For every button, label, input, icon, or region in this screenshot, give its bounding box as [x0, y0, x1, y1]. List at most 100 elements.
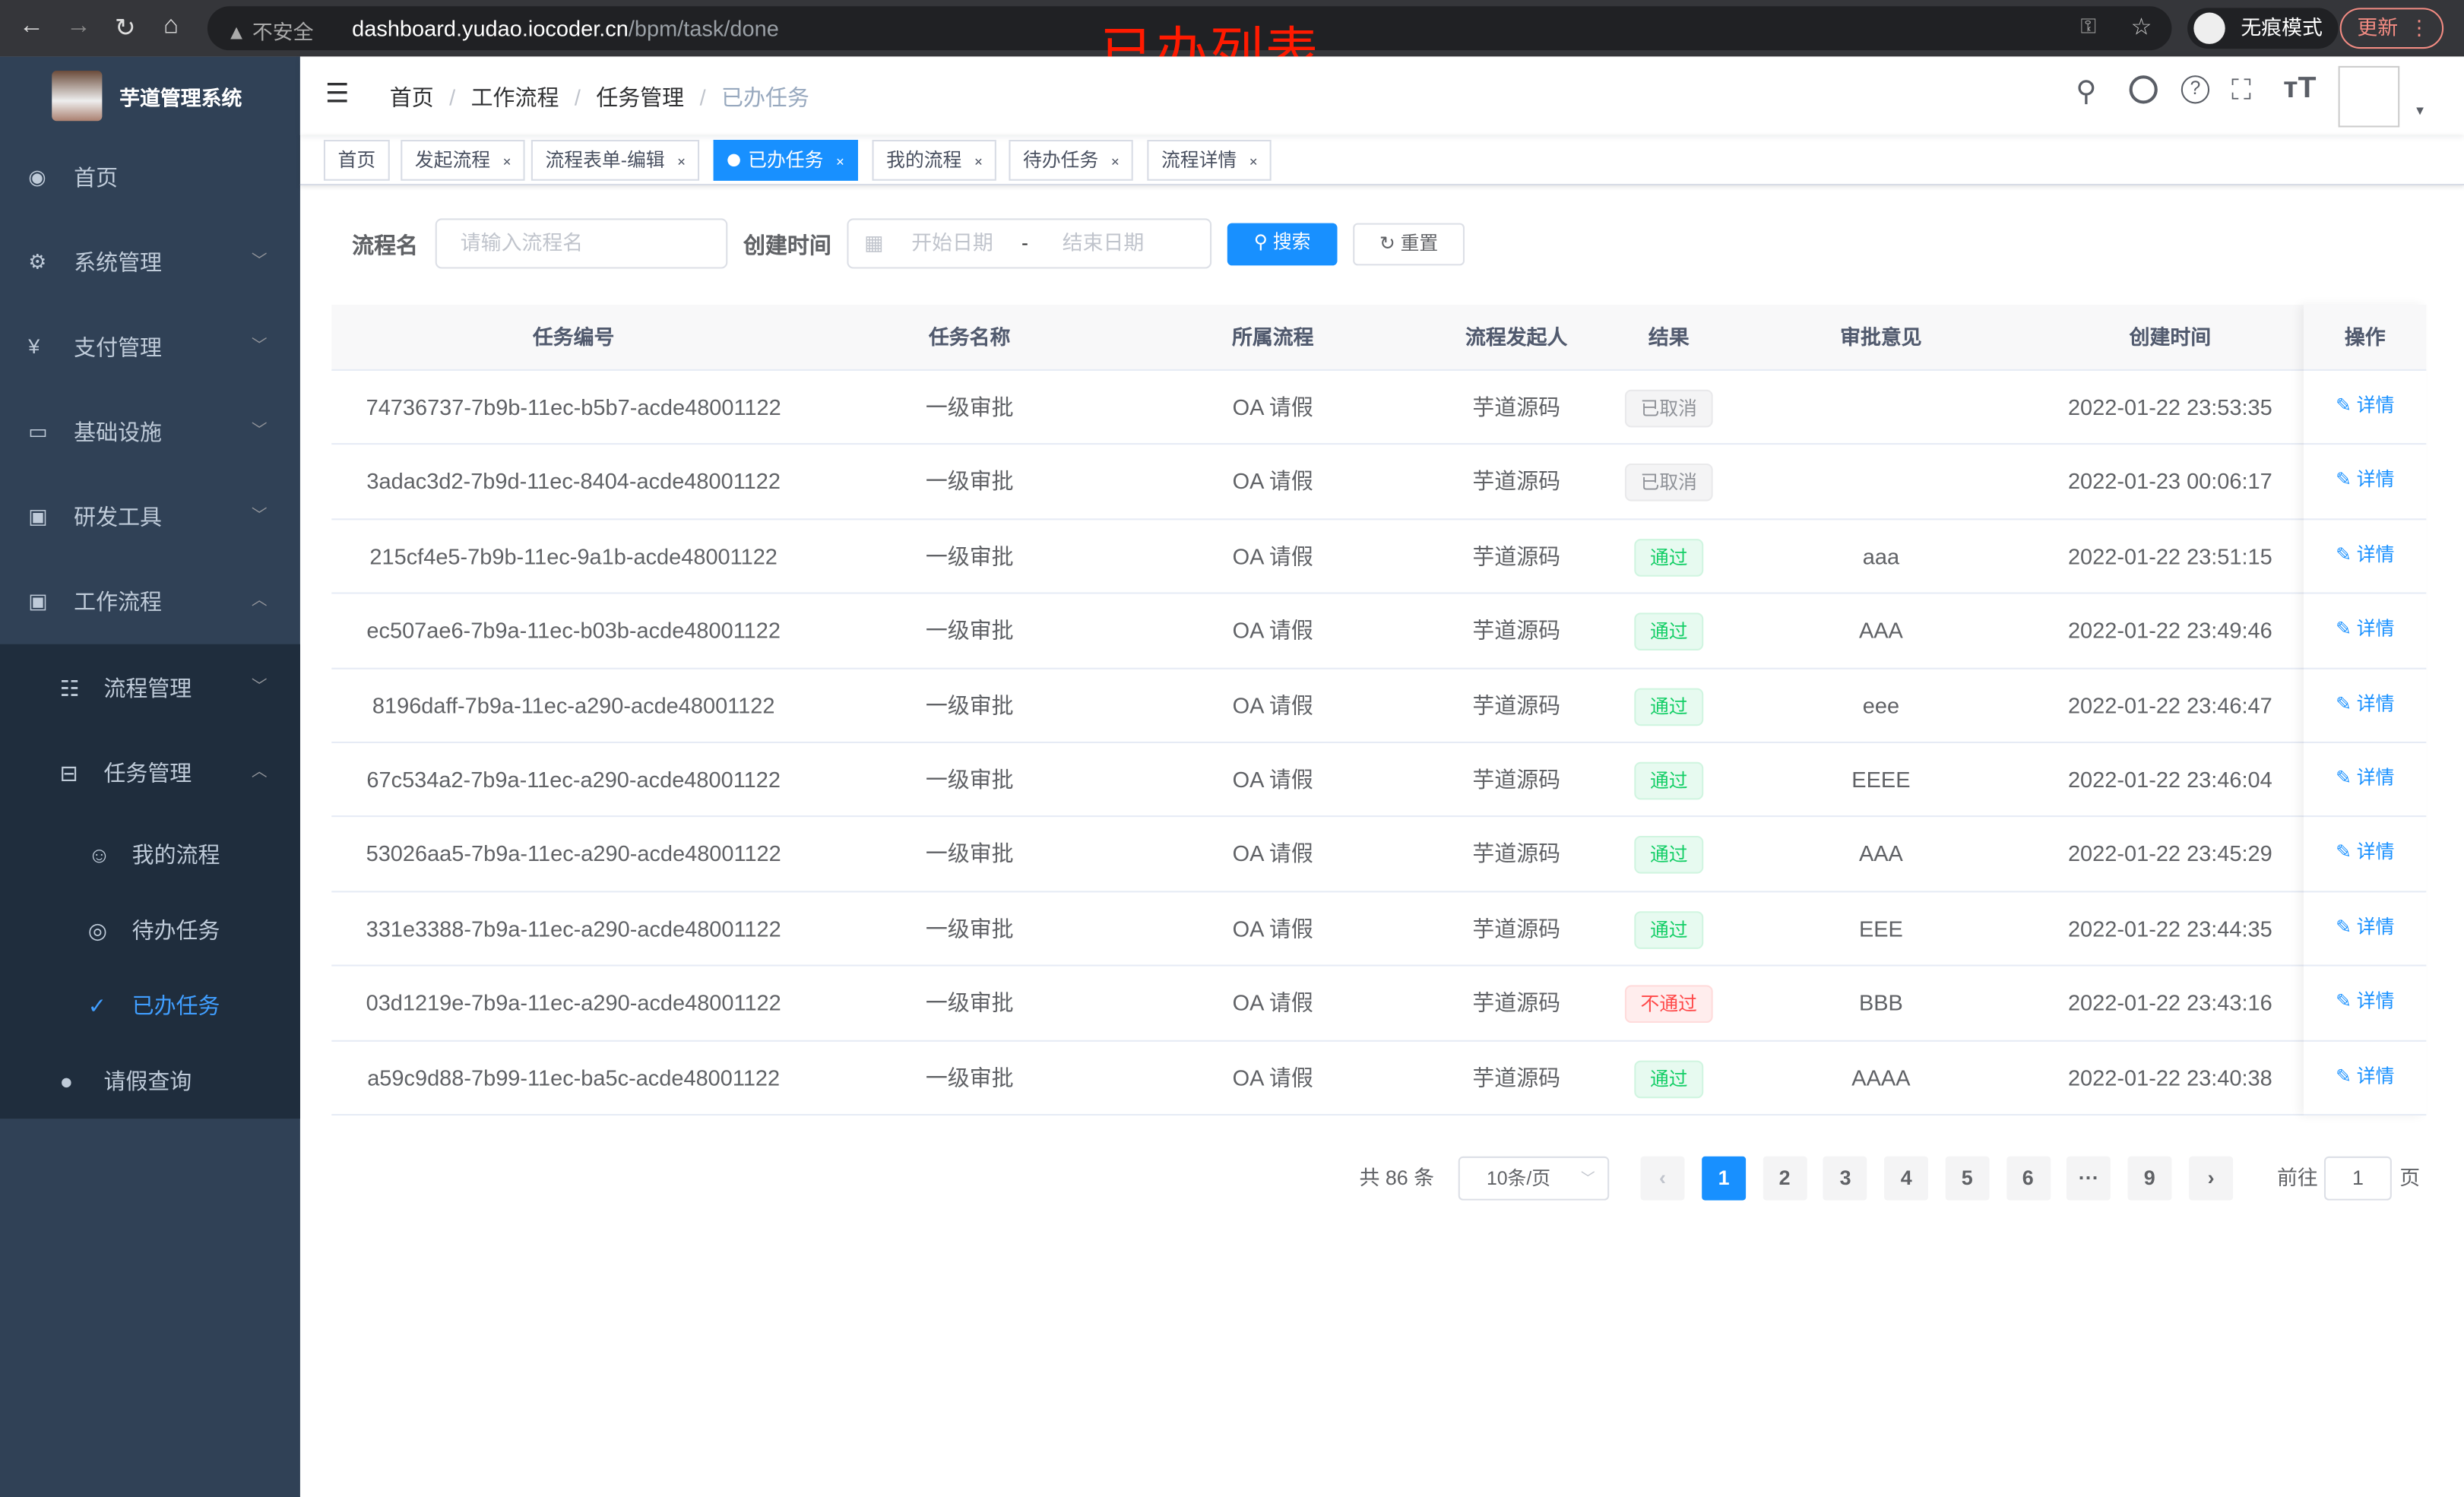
close-icon[interactable]: ×	[1110, 153, 1120, 170]
sidebar-item[interactable]: ▣ 工作流程 ︿	[0, 559, 300, 644]
sidebar-item[interactable]: ◉ 首页	[0, 135, 300, 220]
hamburger-icon[interactable]: ☰	[325, 78, 350, 109]
page-button[interactable]: 2	[1762, 1156, 1807, 1201]
process-name-input[interactable]: 请输入流程名	[435, 218, 728, 269]
sidebar-item[interactable]: ▣ 研发工具 ﹀	[0, 474, 300, 559]
star-icon[interactable]: ☆	[2130, 14, 2152, 41]
update-button[interactable]: 更新 ⋮	[2339, 8, 2444, 49]
edit-icon: ✎	[2336, 468, 2357, 491]
help-icon[interactable]: ?	[2181, 75, 2210, 104]
detail-button[interactable]: ✎ 详情	[2302, 445, 2428, 516]
goto-unit: 页	[2399, 1166, 2421, 1190]
warning-icon: ▲	[226, 20, 252, 44]
page-button[interactable]: 3	[1823, 1156, 1868, 1201]
tag-item[interactable]: 流程表单-编辑 ×	[530, 140, 700, 181]
detail-button[interactable]: ✎ 详情	[2302, 1041, 2428, 1112]
breadcrumb-item[interactable]: 任务管理	[596, 84, 685, 110]
search-icon[interactable]: ⚲	[2076, 75, 2097, 107]
close-icon[interactable]: ×	[1249, 153, 1258, 170]
page-button[interactable]: 4	[1884, 1156, 1929, 1201]
reset-button[interactable]: ↻ 重置	[1353, 223, 1465, 266]
page-size-select[interactable]: 10条/页 ﹀	[1458, 1156, 1610, 1201]
start-date-input[interactable]: 开始日期	[911, 230, 993, 255]
table-cell: 2022-01-22 23:40:38	[2067, 1064, 2272, 1090]
detail-button[interactable]: ✎ 详情	[2302, 818, 2428, 888]
column-header: 操作	[2344, 324, 2386, 350]
tag-item[interactable]: 首页	[323, 140, 390, 181]
page-button[interactable]: 9	[2127, 1156, 2172, 1201]
reload-icon[interactable]: ↻	[114, 15, 136, 43]
sidebar-item[interactable]: ¥ 支付管理 ﹀	[0, 305, 300, 390]
table-cell: 芋道源码	[1472, 840, 1561, 867]
close-icon[interactable]: ×	[974, 153, 983, 170]
submenu-item[interactable]: ☺ 我的流程	[0, 817, 300, 892]
submenu-item-label: 请假查询	[103, 1068, 192, 1094]
table-cell: OA 请假	[1232, 617, 1313, 644]
detail-button[interactable]: ✎ 详情	[2302, 743, 2428, 814]
goto-page-input[interactable]: 1	[2323, 1156, 2392, 1201]
more-icon[interactable]: ⋮	[2409, 15, 2430, 40]
table-row: 215cf4e5-7b9b-11ec-9a1b-acde48001122 一级审批…	[331, 520, 2428, 594]
table-cell: AAA	[1858, 840, 1903, 867]
result-badge: 通过	[1634, 612, 1704, 651]
fullscreen-icon[interactable]: ⛶	[2231, 74, 2252, 106]
submenu-item[interactable]: ✓ 已办任务	[0, 968, 300, 1043]
home-icon[interactable]: ⌂	[163, 12, 179, 40]
breadcrumb: 首页 / 工作流程 / 任务管理 / 已办任务	[390, 82, 809, 113]
result-badge: 不通过	[1624, 985, 1713, 1024]
incognito-badge[interactable]: 无痕模式	[2187, 8, 2339, 49]
update-label: 更新	[2357, 15, 2399, 40]
submenu-item[interactable]: ☷ 流程管理 ﹀	[0, 650, 300, 726]
submenu-item[interactable]: ● 请假查询	[0, 1043, 300, 1119]
tag-item[interactable]: 我的流程 ×	[872, 140, 997, 181]
table-cell: 2022-01-22 23:49:46	[2067, 617, 2272, 644]
breadcrumb-item[interactable]: 首页	[389, 84, 434, 110]
detail-button[interactable]: ✎ 详情	[2302, 594, 2428, 665]
detail-button[interactable]: ✎ 详情	[2302, 520, 2428, 590]
close-icon[interactable]: ×	[677, 153, 686, 170]
tag-label: 首页	[337, 149, 376, 172]
prev-page-button[interactable]: ‹	[1640, 1156, 1685, 1201]
next-page-button[interactable]: ›	[2189, 1156, 2234, 1201]
tag-item[interactable]: 待办任务 ×	[1009, 140, 1134, 181]
detail-button[interactable]: ✎ 详情	[2302, 892, 2428, 963]
font-size-icon[interactable]: ᴛT	[2283, 72, 2317, 106]
page-button[interactable]: ···	[2067, 1156, 2111, 1201]
tag-item[interactable]: 流程详情 ×	[1147, 140, 1272, 181]
sidebar-item[interactable]: ⚙ 系统管理 ﹀	[0, 220, 300, 305]
detail-button[interactable]: ✎ 详情	[2302, 669, 2428, 739]
github-icon[interactable]	[2129, 75, 2158, 104]
toolbox-icon: ▣	[28, 589, 48, 613]
sidebar-item-label: 系统管理	[74, 249, 162, 275]
back-icon[interactable]: ←	[18, 12, 44, 40]
key-icon[interactable]: ⚿	[2080, 14, 2096, 38]
end-date-input[interactable]: 结束日期	[1062, 230, 1145, 255]
submenu-item[interactable]: ⊟ 任务管理 ︿	[0, 736, 300, 811]
table-cell: OA 请假	[1232, 692, 1313, 718]
caret-down-icon[interactable]: ▼	[2413, 103, 2427, 119]
sidebar-item[interactable]: ▭ 基础设施 ﹀	[0, 390, 300, 475]
detail-button[interactable]: ✎ 详情	[2302, 967, 2428, 1037]
date-range-picker[interactable]: ▦ 开始日期 - 结束日期	[847, 218, 1212, 269]
close-icon[interactable]: ×	[835, 153, 844, 170]
close-icon[interactable]: ×	[502, 153, 511, 170]
tag-item[interactable]: 发起流程 ×	[401, 140, 526, 181]
submenu-item[interactable]: ◎ 待办任务	[0, 892, 300, 967]
avatar[interactable]	[2338, 65, 2400, 128]
page-button[interactable]: 6	[2006, 1156, 2051, 1201]
detail-button[interactable]: ✎ 详情	[2302, 371, 2428, 442]
tag-item[interactable]: 已办任务 ×	[713, 140, 859, 181]
address-bar[interactable]: ▲ 不安全 dashboard.yudao.iocoder.cn/bpm/tas…	[207, 6, 2172, 51]
forward-icon[interactable]: →	[65, 12, 91, 40]
page-button[interactable]: 5	[1945, 1156, 1990, 1201]
calendar-icon: ▦	[864, 230, 884, 255]
search-button[interactable]: ⚲ 搜索	[1227, 223, 1338, 266]
page-button[interactable]: 1	[1702, 1156, 1747, 1201]
breadcrumb-item[interactable]: 工作流程	[470, 84, 559, 110]
sidebar-item-label: 首页	[74, 165, 119, 191]
table-cell: 67c534a2-7b9a-11ec-a290-acde48001122	[366, 766, 781, 793]
table-row: 67c534a2-7b9a-11ec-a290-acde48001122 一级审批…	[331, 743, 2428, 818]
search-label: 搜索	[1272, 230, 1311, 253]
table-cell: 03d1219e-7b9a-11ec-a290-acde48001122	[366, 989, 781, 1016]
table-row: 53026aa5-7b9a-11ec-a290-acde48001122 一级审批…	[331, 818, 2428, 892]
